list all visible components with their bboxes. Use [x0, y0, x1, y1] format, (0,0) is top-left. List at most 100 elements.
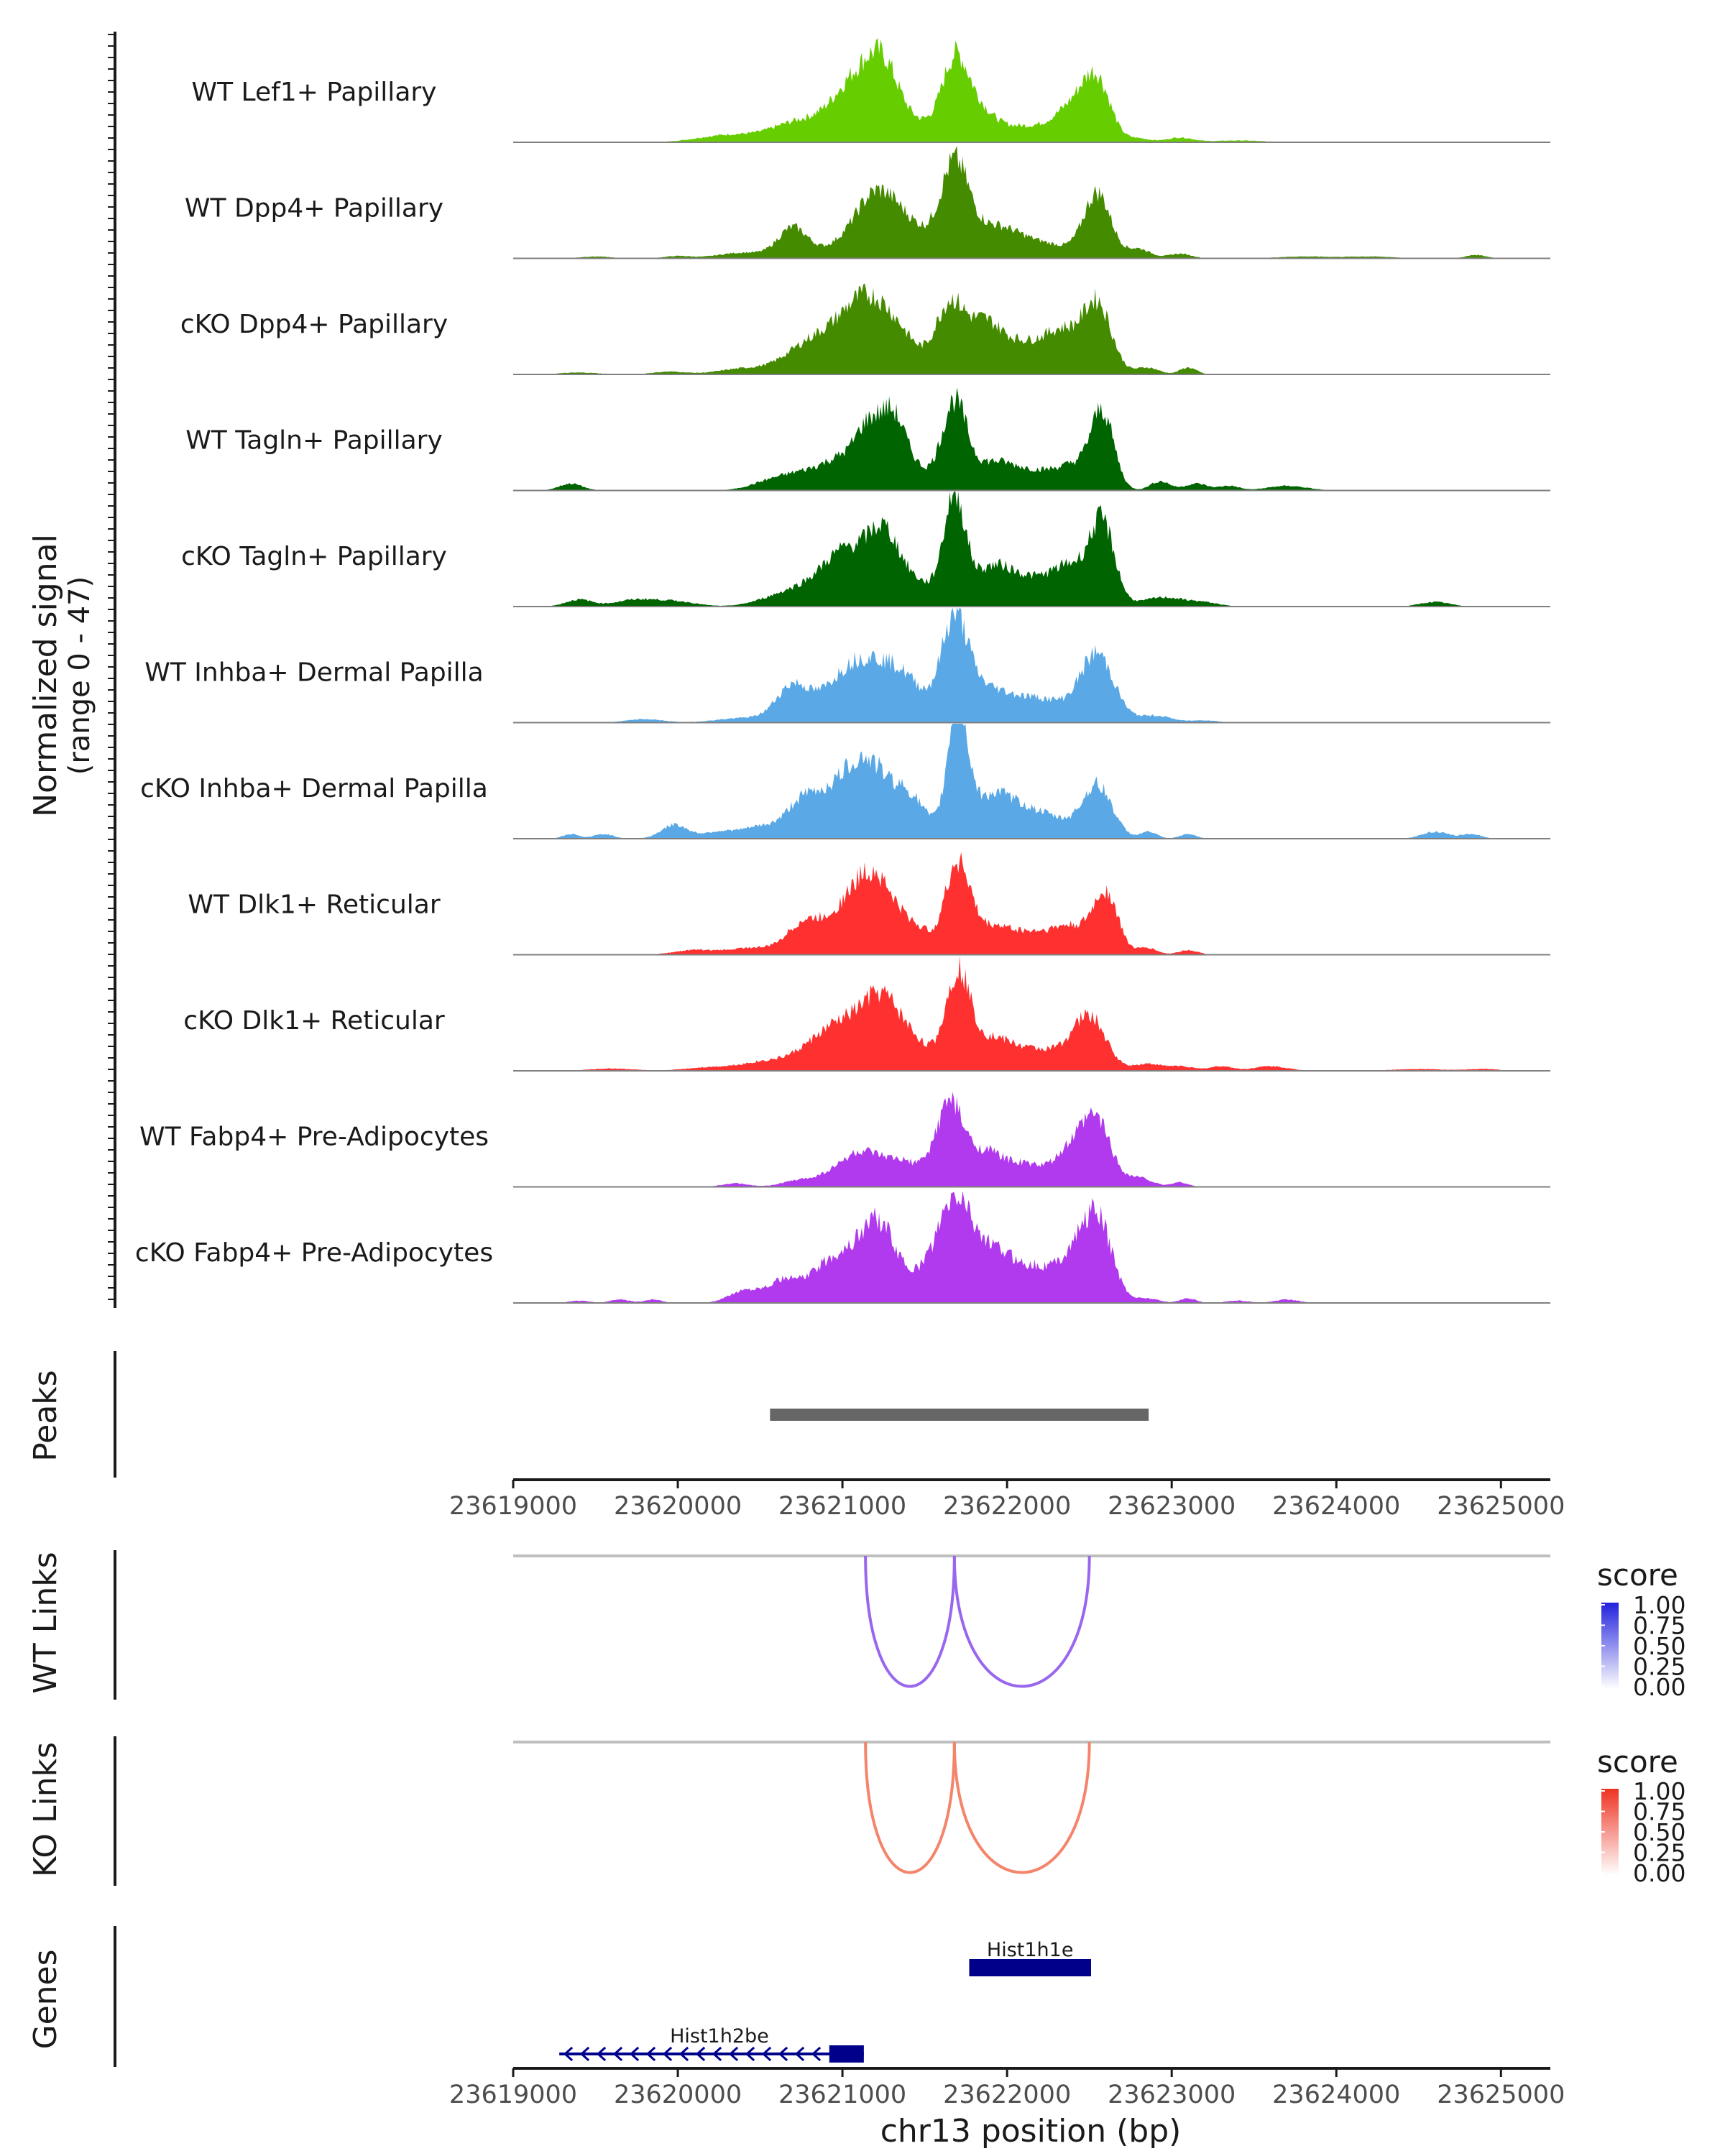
track-label: cKO Dpp4+ Papillary: [180, 310, 448, 339]
link-arc: [864, 1741, 956, 1874]
gene-name-label: Hist1h2be: [670, 2025, 769, 2047]
legend-tick-label: 0.00: [1633, 1859, 1685, 1887]
track-label: cKO Fabp4+ Pre-Adipocytes: [135, 1238, 493, 1268]
coverage-area: [513, 38, 1501, 142]
coverage-track: cKO Inhba+ Dermal Papilla: [140, 724, 1550, 839]
x-tick-label: 23621000: [778, 1492, 906, 1521]
legend-tick-label: 1.00: [1633, 1777, 1685, 1805]
track-label: cKO Tagln+ Papillary: [181, 542, 447, 571]
x-axis-title: chr13 position (bp): [880, 2113, 1182, 2150]
strand-arrow: [596, 2046, 607, 2062]
gene-name-label: Hist1h1e: [987, 1939, 1074, 1961]
coverage-track: WT Fabp4+ Pre-Adipocytes: [139, 1092, 1550, 1188]
coverage-track: WT Lef1+ Papillary: [192, 38, 1550, 143]
track-label: WT Dlk1+ Reticular: [188, 890, 440, 920]
legend-tick-label: 0.75: [1633, 1612, 1685, 1640]
coverage-area: [513, 387, 1501, 491]
x-tick-label: 23625000: [1437, 2081, 1565, 2109]
x-tick-label: 23623000: [1108, 2081, 1236, 2109]
track-label: WT Fabp4+ Pre-Adipocytes: [139, 1123, 489, 1152]
strand-arrow: [612, 2046, 623, 2062]
x-tick-label: 23624000: [1272, 1492, 1400, 1521]
coverage-track: cKO Dlk1+ Reticular: [183, 956, 1550, 1072]
link-arc: [952, 1741, 1091, 1874]
coverage-area: [513, 852, 1501, 955]
strand-arrow: [629, 2046, 640, 2062]
coverage-track: cKO Tagln+ Papillary: [181, 492, 1550, 607]
genes-panel: Hist1h1e Hist1h2be: [114, 1926, 1091, 2067]
strand-arrow: [778, 2046, 788, 2062]
strand-arrow: [811, 2046, 822, 2062]
wt-links-label: WT Links: [27, 1552, 64, 1693]
x-tick-label: 23625000: [1437, 1492, 1565, 1521]
legend-tick-label: 0.25: [1633, 1839, 1685, 1867]
x-tick-label: 23622000: [943, 1492, 1071, 1521]
strand-arrow: [728, 2046, 739, 2062]
links-panel: 1.000.750.500.250.00: [114, 1550, 1685, 1701]
x-tick-label: 23620000: [614, 1492, 742, 1521]
strand-arrow: [579, 2046, 590, 2062]
y-axis-title: Normalized signal: [27, 534, 64, 817]
legend-tick-label: 1.00: [1633, 1591, 1685, 1619]
coverage-track: WT Dpp4+ Papillary: [185, 146, 1550, 259]
gene-exon: [829, 2045, 864, 2063]
track-label: cKO Dlk1+ Reticular: [183, 1006, 445, 1036]
coverage-track: cKO Fabp4+ Pre-Adipocytes: [135, 1191, 1550, 1304]
coverage-area: [513, 607, 1501, 723]
y-axis-range: (range 0 - 47): [63, 576, 96, 775]
strand-arrow: [712, 2046, 722, 2062]
coverage-area: [513, 1092, 1501, 1187]
x-tick-label: 23619000: [449, 2081, 577, 2109]
x-axis-peaks: 23619000 23620000 23621000 23622000 23623000…: [449, 1478, 1565, 1521]
coverage-area: [513, 492, 1501, 607]
track-label: WT Inhba+ Dermal Papilla: [144, 658, 483, 688]
strand-arrow: [662, 2046, 673, 2062]
track-label: WT Dpp4+ Papillary: [185, 194, 443, 224]
x-tick-label: 23622000: [943, 2081, 1071, 2109]
link-arc: [864, 1555, 956, 1688]
strand-arrow: [695, 2046, 706, 2062]
strand-arrow: [645, 2046, 656, 2062]
ko-links-legend-title: score: [1597, 1744, 1678, 1779]
legend-tick-label: 0.25: [1633, 1653, 1685, 1681]
x-tick-label: 23620000: [614, 2081, 742, 2109]
strand-arrow: [794, 2046, 805, 2062]
coverage-track: WT Tagln+ Papillary: [185, 387, 1550, 492]
strand-arrow: [678, 2046, 689, 2062]
track-label: WT Tagln+ Papillary: [185, 426, 443, 456]
legend-tick-label: 0.00: [1633, 1673, 1685, 1701]
gene-exon: [969, 1959, 1091, 1976]
links-panel: 1.000.750.500.250.00: [114, 1736, 1685, 1887]
gene-model: Hist1h2be: [559, 2025, 864, 2063]
ko-links-label: KO Links: [27, 1742, 64, 1877]
coverage-area: [513, 1191, 1501, 1303]
x-tick-label: 23619000: [449, 1492, 577, 1521]
track-label: cKO Inhba+ Dermal Papilla: [140, 774, 488, 803]
coverage-area: [513, 724, 1501, 839]
genes-panel-label: Genes: [27, 1949, 64, 2049]
coverage-area: [513, 956, 1501, 1071]
link-arc: [952, 1555, 1091, 1688]
coverage-track: WT Inhba+ Dermal Papilla: [144, 607, 1550, 724]
strand-arrow: [761, 2046, 772, 2062]
x-tick-label: 23624000: [1272, 2081, 1400, 2109]
track-label: WT Lef1+ Papillary: [192, 78, 437, 107]
peak-region: [770, 1409, 1149, 1421]
peaks-panel-label: Peaks: [27, 1370, 64, 1461]
coverage-tracks: WT Lef1+ Papillary WT Dpp4+ Papillary cKO …: [135, 38, 1550, 1304]
coverage-area: [513, 146, 1501, 259]
axes: 23619000 23620000 23621000 23622000 23623000…: [108, 32, 1565, 2109]
x-tick-label: 23621000: [778, 2081, 906, 2109]
coverage-area: [513, 283, 1501, 374]
coverage-track: cKO Dpp4+ Papillary: [180, 283, 1550, 375]
links-panels: 1.000.750.500.250.001.000.750.500.250.00: [114, 1550, 1685, 1887]
x-tick-label: 23623000: [1108, 1492, 1236, 1521]
wt-links-legend-title: score: [1597, 1557, 1678, 1593]
legend-tick-label: 0.50: [1633, 1818, 1685, 1846]
coverage-track: WT Dlk1+ Reticular: [188, 852, 1550, 956]
strand-arrow: [563, 2046, 574, 2062]
x-axis-bottom: 23619000 23620000 23621000 23622000 23623000…: [449, 2067, 1565, 2109]
gene-model: Hist1h1e: [969, 1939, 1091, 1976]
peaks-panel: [114, 1351, 1149, 1478]
